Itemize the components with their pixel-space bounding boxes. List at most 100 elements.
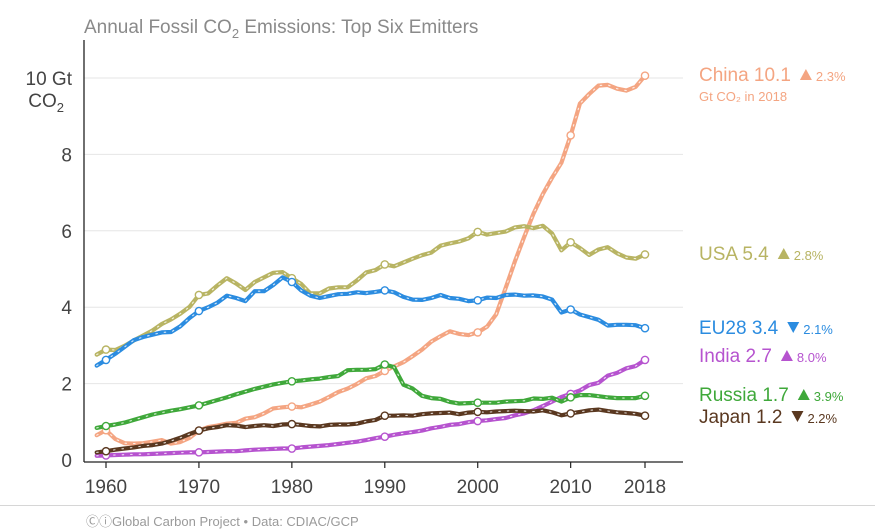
y-tick-4: 4 bbox=[61, 298, 72, 319]
marker-russia-2000 bbox=[473, 398, 483, 408]
marker-usa-1990 bbox=[380, 260, 390, 269]
legend-name-china: China bbox=[699, 65, 754, 86]
legend-india: India 2.7 8.0% bbox=[699, 346, 827, 367]
y-tick-0: 0 bbox=[61, 451, 72, 472]
legend-change-eu28: 2.1% bbox=[803, 322, 833, 337]
legend-label-usa: USA 5.4 bbox=[699, 244, 769, 265]
marker-russia-1960 bbox=[101, 421, 111, 431]
legend-label-india: India 2.7 bbox=[699, 346, 772, 367]
footer-source: Global Carbon Project bbox=[112, 514, 240, 529]
marker-eu28-2018 bbox=[640, 323, 650, 333]
legend-value-japan: 1.2 bbox=[756, 407, 782, 428]
y-axis-label-line-1: 10 Gt bbox=[26, 69, 73, 90]
legend: China 10.1 2.3% Gt CO₂ in 2018 USA 5.4 2.8% E… bbox=[699, 65, 846, 428]
legend-value-china: 10.1 bbox=[754, 65, 791, 86]
axes bbox=[83, 40, 683, 463]
series-russia bbox=[94, 360, 650, 431]
marker-japan-2018 bbox=[640, 411, 650, 420]
marker-india-1970 bbox=[194, 448, 204, 457]
series-line-usa bbox=[94, 223, 648, 357]
x-tick-2018: 2018 bbox=[624, 477, 666, 498]
legend-usa: USA 5.4 2.8% bbox=[699, 244, 824, 265]
marker-usa-2010 bbox=[566, 237, 575, 247]
x-axis-ticks: 1960 1970 1980 1990 2000 2010 2018 bbox=[85, 462, 666, 498]
legend-eu28: EU28 3.4 2.1% bbox=[699, 318, 833, 339]
marker-eu28-2000 bbox=[473, 296, 483, 305]
y-tick-8: 8 bbox=[61, 145, 72, 166]
marker-russia-1970 bbox=[194, 401, 204, 410]
marker-eu28-1980 bbox=[287, 277, 297, 287]
y-tick-6: 6 bbox=[61, 222, 72, 243]
marker-russia-1980 bbox=[287, 377, 297, 386]
marker-eu28-1990 bbox=[380, 286, 390, 295]
marker-india-2000 bbox=[473, 416, 483, 426]
marker-india-1980 bbox=[287, 444, 297, 453]
marker-usa-1960 bbox=[101, 345, 111, 354]
legend-value-russia: 1.7 bbox=[762, 385, 788, 406]
marker-russia-2018 bbox=[640, 391, 650, 401]
legend-change-russia: 3.9% bbox=[814, 389, 844, 404]
marker-usa-2018 bbox=[640, 250, 650, 259]
y-tick-2: 2 bbox=[61, 375, 72, 396]
footer: ⒸⓘGlobal Carbon Project • Data: CDIAC/GC… bbox=[0, 505, 875, 532]
series-line-china bbox=[94, 73, 648, 446]
gridlines bbox=[84, 77, 683, 385]
legend-label-eu28: EU28 3.4 bbox=[699, 318, 779, 339]
legend-change-india: 8.0% bbox=[797, 350, 827, 365]
x-tick-2000: 2000 bbox=[457, 477, 499, 498]
series-dots-russia bbox=[96, 363, 646, 429]
triangle-down-icon-eu28 bbox=[787, 322, 800, 333]
legend-label-russia: Russia 1.7 bbox=[699, 385, 789, 406]
marker-japan-1990 bbox=[380, 411, 390, 420]
marker-china-2018 bbox=[640, 71, 650, 81]
series-line-india bbox=[94, 357, 648, 458]
series-china bbox=[94, 71, 650, 446]
triangle-up-icon-russia bbox=[797, 389, 810, 400]
marker-russia-1990 bbox=[380, 360, 390, 369]
series-dots-china bbox=[96, 75, 646, 445]
marker-japan-1980 bbox=[287, 419, 297, 429]
legend-name-russia: Russia bbox=[699, 385, 762, 406]
marker-japan-1970 bbox=[194, 426, 204, 435]
marker-eu28-1970 bbox=[194, 306, 204, 316]
y-axis-label-co: CO2 bbox=[28, 91, 64, 115]
marker-russia-2010 bbox=[566, 393, 575, 402]
triangle-up-icon-india bbox=[780, 350, 793, 361]
chart-title: Annual Fossil CO2 Emissions: Top Six Emi… bbox=[84, 17, 478, 41]
legend-china: China 10.1 2.3% Gt CO₂ in 2018 bbox=[699, 65, 846, 104]
x-tick-1960: 1960 bbox=[85, 477, 127, 498]
series-eu28 bbox=[94, 275, 650, 368]
legend-value-india: 2.7 bbox=[745, 346, 771, 367]
legend-label-china: China 10.1 bbox=[699, 65, 791, 86]
footer-credit: ⒸⓘGlobal Carbon Project • Data: CDIAC/GC… bbox=[86, 511, 359, 530]
series-line-japan bbox=[94, 407, 648, 455]
legend-name-eu28: EU28 bbox=[699, 318, 752, 339]
legend-value-eu28: 3.4 bbox=[752, 318, 779, 339]
y-axis-label: 10 Gt CO2 bbox=[26, 69, 73, 115]
legend-japan: Japan 1.2 2.2% bbox=[699, 407, 838, 428]
series-dots-usa bbox=[96, 225, 646, 356]
legend-name-india: India bbox=[699, 346, 745, 367]
footer-separator: • bbox=[243, 514, 249, 529]
marker-china-2010 bbox=[566, 130, 575, 140]
x-tick-2010: 2010 bbox=[550, 477, 592, 498]
marker-india-1990 bbox=[380, 432, 390, 441]
marker-china-2000 bbox=[473, 328, 483, 337]
legend-value-usa: 5.4 bbox=[742, 244, 769, 265]
legend-change-china: 2.3% bbox=[816, 69, 846, 84]
triangle-down-icon-japan bbox=[791, 411, 804, 422]
x-tick-1980: 1980 bbox=[271, 477, 313, 498]
marker-japan-1960 bbox=[101, 446, 111, 456]
series-japan bbox=[94, 407, 650, 456]
legend-name-japan: Japan bbox=[699, 407, 756, 428]
marker-usa-1970 bbox=[194, 290, 204, 300]
cc-license-icon: Ⓒⓘ bbox=[86, 514, 113, 529]
marker-china-1980 bbox=[287, 402, 297, 411]
marker-usa-2000 bbox=[473, 227, 483, 237]
marker-japan-2000 bbox=[473, 407, 483, 417]
y-axis-ticks: 0 2 4 6 8 bbox=[61, 145, 72, 472]
legend-change-japan: 2.2% bbox=[807, 411, 837, 426]
series-lines bbox=[94, 71, 650, 460]
legend-russia: Russia 1.7 3.9% bbox=[699, 385, 844, 406]
